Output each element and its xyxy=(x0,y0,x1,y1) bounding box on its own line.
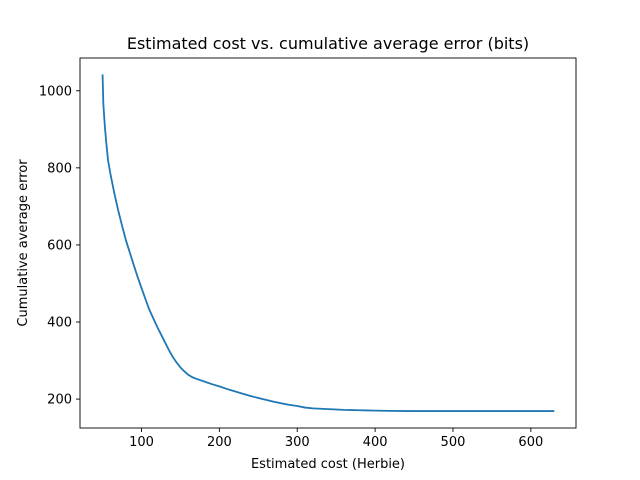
y-tick-label: 200 xyxy=(47,393,72,408)
y-tick-label: 400 xyxy=(47,316,72,331)
x-tick-label: 400 xyxy=(363,435,388,450)
y-axis-label: Cumulative average error xyxy=(16,159,31,327)
y-tick-label: 800 xyxy=(47,161,72,176)
series-line xyxy=(101,74,555,412)
series-group xyxy=(101,74,555,412)
chart-title: Estimated cost vs. cumulative average er… xyxy=(127,34,529,53)
y-tick-label: 1000 xyxy=(39,84,72,99)
y-axis-ticks: 200 400 600 800 1000 xyxy=(39,84,80,408)
x-axis-ticks: 100 200 300 400 500 600 xyxy=(129,428,543,450)
plot-frame xyxy=(79,57,577,429)
x-tick-label: 300 xyxy=(285,435,310,450)
x-tick-label: 500 xyxy=(441,435,466,450)
x-tick-label: 200 xyxy=(207,435,232,450)
y-tick-label: 600 xyxy=(47,238,72,253)
x-tick-label: 100 xyxy=(129,435,154,450)
x-tick-label: 600 xyxy=(518,435,543,450)
x-axis-label: Estimated cost (Herbie) xyxy=(251,457,405,472)
